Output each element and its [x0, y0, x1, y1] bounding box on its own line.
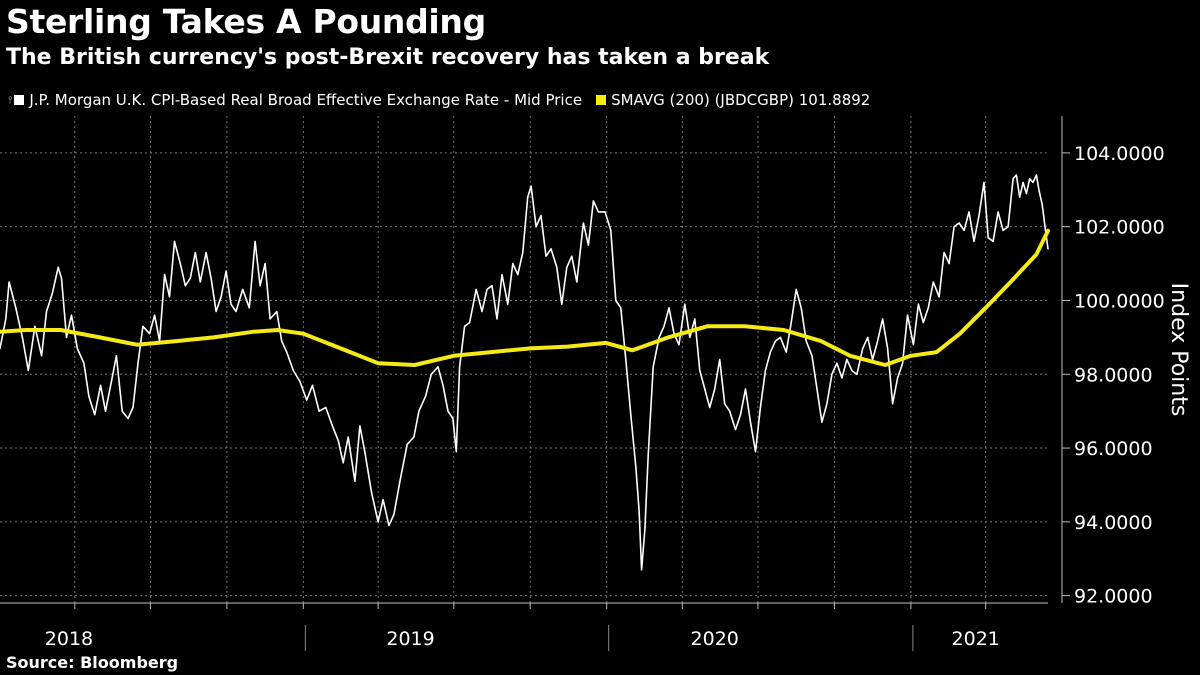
source-note: Source: Bloomberg [6, 653, 179, 672]
y-axis-title: Index Points [1166, 283, 1191, 417]
legend-label-series1: J.P. Morgan U.K. CPI-Based Real Broad Ef… [29, 91, 583, 109]
chart-subtitle: The British currency's post-Brexit recov… [6, 45, 770, 70]
y-tick-label: 98.0000 [1074, 364, 1153, 386]
y-tick-label: 100.0000 [1074, 290, 1165, 312]
y-tick-label: 92.0000 [1074, 586, 1153, 608]
legend-label-series2: SMAVG (200) (JBDCGBP) 101.8892 [611, 91, 871, 109]
series-line-smavg[interactable] [0, 228, 1050, 367]
x-year-label: 2018 [45, 628, 93, 650]
legend-pin-icon: ⫯ [8, 94, 13, 106]
tick-labels: 104.0000 102.0000 100.0000 98.0000 96.0000 94… [45, 143, 1191, 650]
y-tick-label: 94.0000 [1074, 512, 1153, 534]
legend: ⫯ J.P. Morgan U.K. CPI-Based Real Broad … [8, 91, 884, 109]
y-tick-label: 96.0000 [1074, 438, 1153, 460]
legend-item-series1[interactable]: ⫯ J.P. Morgan U.K. CPI-Based Real Broad … [8, 91, 582, 109]
y-tick-label: 102.0000 [1074, 217, 1165, 239]
x-year-label: 2021 [952, 628, 1000, 650]
legend-swatch-white [14, 95, 25, 105]
legend-item-series2[interactable]: SMAVG (200) (JBDCGBP) 101.8892 [596, 91, 870, 109]
x-year-label: 2019 [386, 628, 434, 650]
chart-title: Sterling Takes A Pounding [6, 2, 486, 41]
grid [0, 116, 1048, 603]
series-line-reer[interactable] [0, 174, 1049, 571]
y-tick-label: 104.0000 [1074, 143, 1165, 165]
x-year-label: 2020 [691, 628, 739, 650]
legend-swatch-yellow [596, 95, 607, 105]
axes [0, 116, 1070, 651]
series-lines[interactable] [0, 174, 1050, 571]
